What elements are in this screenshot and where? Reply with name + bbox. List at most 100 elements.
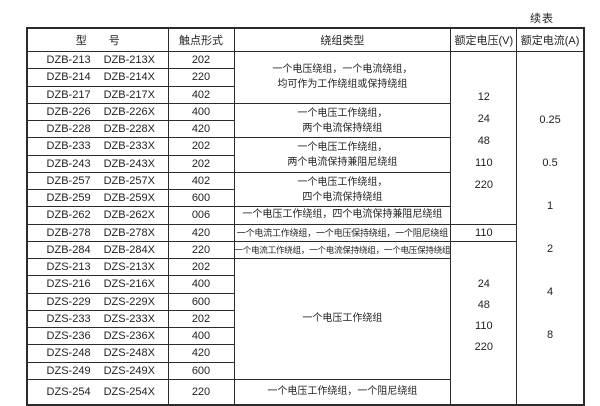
model-number: DZS-229 <box>47 296 91 308</box>
model-cell: DZB-257 DZB-257X <box>27 172 168 189</box>
model-cell: DZB-243 DZB-243X <box>27 155 168 172</box>
current-value: 8 <box>547 327 553 344</box>
model-cell: DZB-278 DZB-278X <box>27 224 168 241</box>
continued-table-label: 续表 <box>530 10 554 26</box>
current-value: 1 <box>547 198 553 215</box>
model-cell: DZS-233 DZS-233X <box>27 310 168 327</box>
winding-type-cell: 一个电流工作绕组，一个电流保持绕组，一个电压保持绕组 <box>234 241 451 258</box>
rated-voltage-cell: 12 24 48 110 220 <box>451 52 517 225</box>
model-number-x: DZB-233X <box>104 140 155 152</box>
contact-form-cell: 600 <box>168 362 234 379</box>
col-header-model: 型 号 <box>27 28 168 52</box>
model-number: DZB-284 <box>47 244 91 256</box>
model-number-x: DZB-262X <box>104 209 155 221</box>
contact-form-cell: 220 <box>168 241 234 258</box>
model-number: DZS-236 <box>47 330 91 342</box>
winding-type-cell: 一个电流工作绕组，一个电压保持绕组，一个阻尼绕组 <box>234 224 451 241</box>
model-cell: DZS-254 DZS-254X <box>27 379 168 405</box>
model-number-x: DZS-236X <box>104 330 155 342</box>
winding-type-cell: 一个电压工作绕组，四个电流保持兼阻尼绕组 <box>234 207 451 224</box>
model-cell: DZB-213 DZB-213X <box>27 52 168 69</box>
table-row: DZB-278 DZB-278X 420 一个电流工作绕组，一个电压保持绕组，一… <box>27 224 584 241</box>
model-number: DZB-233 <box>47 140 91 152</box>
rated-voltage-cell: 24 48 110 220 <box>451 241 517 405</box>
model-number: DZS-216 <box>47 278 91 290</box>
winding-line: 一个电压工作绕组，一个阻尼绕组 <box>235 384 451 400</box>
winding-line: 一个电压工作绕组， <box>235 175 451 190</box>
winding-type-cell: 一个电压工作绕组，一个阻尼绕组 <box>234 379 451 405</box>
contact-form-cell: 402 <box>168 172 234 189</box>
voltage-value: 24 <box>478 111 490 128</box>
model-number: DZB-262 <box>47 209 91 221</box>
contact-form-cell: 202 <box>168 310 234 327</box>
voltage-value: 220 <box>475 177 493 194</box>
contact-form-cell: 202 <box>168 138 234 155</box>
contact-form-cell: 420 <box>168 345 234 362</box>
model-number: DZS-248 <box>47 347 91 359</box>
contact-form-cell: 600 <box>168 293 234 310</box>
voltage-value: 48 <box>478 297 490 314</box>
model-cell: DZB-228 DZB-228X <box>27 121 168 138</box>
model-number-x: DZB-284X <box>104 244 155 256</box>
contact-form-cell: 600 <box>168 190 234 207</box>
model-number-x: DZB-257X <box>104 175 155 187</box>
winding-line: 一个电流工作绕组，一个电压保持绕组，一个阻尼绕组 <box>235 225 451 241</box>
model-number: DZB-259 <box>47 192 91 204</box>
winding-line: 一个电流工作绕组，一个电流保持绕组，一个电压保持绕组 <box>235 242 451 258</box>
model-cell: DZS-249 DZS-249X <box>27 362 168 379</box>
col-header-rated-current: 额定电流(A) <box>517 28 584 52</box>
model-number: DZS-233 <box>47 313 91 325</box>
winding-type-cell: 一个电压工作绕组， 两个电流保持兼阻尼绕组 <box>234 138 451 173</box>
model-number-x: DZB-213X <box>104 54 155 66</box>
model-cell: DZB-217 DZB-217X <box>27 86 168 103</box>
model-number: DZS-254 <box>47 386 91 398</box>
contact-form-cell: 400 <box>168 103 234 120</box>
model-number: DZB-228 <box>47 123 91 135</box>
relay-spec-table: 型 号 触点形式 绕组类型 额定电压(V) 额定电流(A) DZB-213 DZ… <box>26 27 585 406</box>
current-value: 4 <box>547 284 553 301</box>
model-number-x: DZB-217X <box>104 89 155 101</box>
model-number-x: DZS-254X <box>104 386 155 398</box>
model-number: DZB-217 <box>47 89 91 101</box>
model-cell: DZB-233 DZB-233X <box>27 138 168 155</box>
rated-voltage-cell: 110 <box>451 224 517 241</box>
winding-line: 两个电流保持兼阻尼绕组 <box>235 155 451 170</box>
model-cell: DZS-236 DZS-236X <box>27 328 168 345</box>
winding-line: 均可作为工作绕组或保持绕组 <box>235 77 451 92</box>
voltage-value: 110 <box>475 155 493 172</box>
model-cell: DZB-259 DZB-259X <box>27 190 168 207</box>
model-number-x: DZB-243X <box>104 158 155 170</box>
model-cell: DZS-248 DZS-248X <box>27 345 168 362</box>
contact-form-cell: 400 <box>168 276 234 293</box>
winding-type-cell: 一个电压工作绕组 <box>234 259 451 380</box>
winding-line: 一个电压绕组，一个电流绕组， <box>235 62 451 77</box>
winding-line: 一个电压工作绕组 <box>235 311 451 327</box>
model-number: DZB-243 <box>47 158 91 170</box>
model-cell: DZS-229 DZS-229X <box>27 293 168 310</box>
table-row: DZB-284 DZB-284X 220 一个电流工作绕组，一个电流保持绕组，一… <box>27 241 584 258</box>
col-header-winding-type: 绕组类型 <box>234 28 451 52</box>
contact-form-cell: 420 <box>168 224 234 241</box>
model-cell: DZB-226 DZB-226X <box>27 103 168 120</box>
current-value: 0.25 <box>539 112 560 129</box>
contact-form-cell: 202 <box>168 155 234 172</box>
contact-form-cell: 202 <box>168 52 234 69</box>
contact-form-cell: 006 <box>168 207 234 224</box>
model-number-x: DZB-214X <box>104 71 155 83</box>
contact-form-cell: 402 <box>168 86 234 103</box>
col-header-contact-form: 触点形式 <box>168 28 234 52</box>
model-cell: DZB-284 DZB-284X <box>27 241 168 258</box>
model-number: DZS-213 <box>47 261 91 273</box>
voltage-value: 110 <box>475 318 493 335</box>
model-number: DZB-257 <box>47 175 91 187</box>
winding-line: 两个电流保持绕组 <box>235 121 451 136</box>
header-row: 型 号 触点形式 绕组类型 额定电压(V) 额定电流(A) <box>27 28 584 52</box>
voltage-value: 12 <box>478 89 490 106</box>
rated-current-cell: 0.25 0.5 1 2 4 8 <box>517 52 584 406</box>
model-number-x: DZS-216X <box>104 278 155 290</box>
model-number-x: DZS-249X <box>104 365 155 377</box>
model-number-x: DZB-278X <box>104 227 155 239</box>
model-cell: DZS-216 DZS-216X <box>27 276 168 293</box>
model-number-x: DZB-228X <box>104 123 155 135</box>
